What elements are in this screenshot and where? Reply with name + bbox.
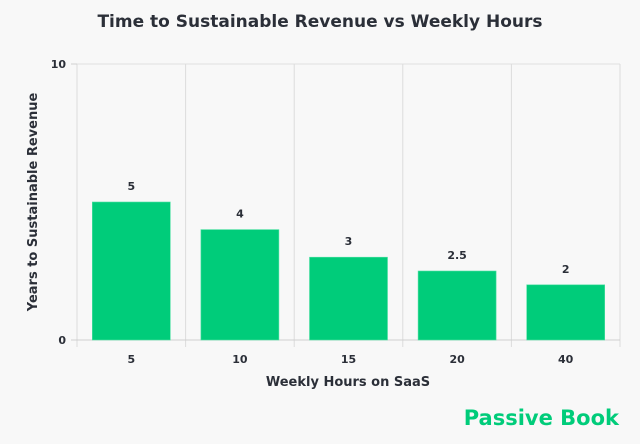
bar [92, 201, 171, 341]
x-tick-label: 15 [341, 353, 356, 366]
bar [526, 284, 606, 341]
y-tick-label: 10 [51, 58, 67, 71]
x-tick-label: 40 [558, 353, 574, 366]
y-tick-label: 0 [58, 334, 66, 347]
chart-title: Time to Sustainable Revenue vs Weekly Ho… [97, 12, 542, 32]
x-tick-label: 10 [232, 353, 248, 366]
data-label: 4 [236, 208, 244, 221]
data-label: 5 [127, 180, 135, 193]
y-axis-label: Years to Sustainable Revenue [26, 93, 41, 313]
x-tick-label: 5 [127, 353, 135, 366]
x-tick-label: 20 [449, 353, 465, 366]
brand-logo: Passive Book [464, 406, 620, 430]
data-label: 2.5 [447, 249, 467, 262]
bar [200, 229, 280, 341]
data-label: 2 [562, 263, 570, 276]
data-label: 3 [345, 235, 353, 248]
x-axis-label: Weekly Hours on SaaS [266, 375, 430, 390]
bar [417, 270, 497, 341]
bar [309, 256, 388, 341]
